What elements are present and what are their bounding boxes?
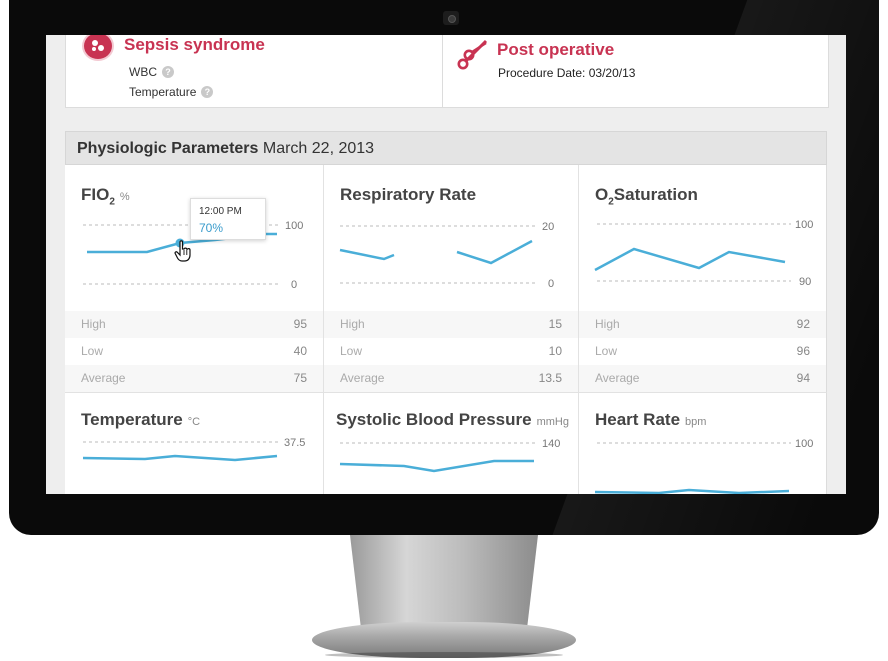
condition-title: Sepsis syndrome: [124, 35, 265, 54]
stat-average: Average 94: [579, 365, 826, 392]
procedure-title: Post operative: [497, 40, 615, 59]
panel-title: FIO2%: [81, 185, 130, 208]
condition-item-wbc: WBC?: [129, 65, 174, 79]
monitor-stand-shadow: [325, 652, 563, 658]
condition-item-label: Temperature: [129, 85, 197, 99]
stat-high: High 95: [65, 311, 323, 338]
tooltip-value: 70%: [199, 221, 224, 235]
monitor-stand-base: [312, 622, 576, 658]
camera-icon: [443, 11, 459, 25]
panel-title: O2Saturation: [595, 185, 698, 208]
panel-title: Heart Rate bpm: [595, 410, 707, 429]
panel-temperature[interactable]: Temperature °C 37.5: [65, 393, 324, 494]
tick-top: 100: [795, 438, 813, 450]
virus-icon: [84, 35, 112, 59]
stat-average: Average 75: [65, 365, 323, 392]
tick-top: 37.5: [284, 437, 305, 449]
section-header: Physiologic Parameters March 22, 2013: [65, 131, 827, 165]
o2-saturation-stats: High 92 Low 96 Average 94: [579, 311, 826, 392]
condition-item-temperature: Temperature?: [129, 85, 214, 99]
panel-unit: mmHg: [536, 416, 569, 428]
temperature-chart[interactable]: 37.5: [65, 431, 324, 491]
respiratory-rate-stats: High 15 Low 10 Average 13.5: [324, 311, 578, 392]
help-icon[interactable]: ?: [201, 86, 214, 98]
tick-bottom: 0: [548, 278, 554, 290]
patient-summary-card: Sepsis syndrome WBC? Temperature? Post o…: [65, 35, 829, 108]
respiratory-rate-chart[interactable]: 20 0: [324, 205, 579, 295]
tick-bottom: 0: [291, 279, 297, 291]
heart-rate-chart[interactable]: 100: [579, 431, 827, 494]
section-title: Physiologic Parameters: [77, 140, 259, 157]
o2-saturation-chart[interactable]: 100 90: [579, 205, 827, 295]
tick-top: 20: [542, 221, 554, 233]
stat-average: Average 13.5: [324, 365, 578, 392]
panel-title: Systolic Blood Pressure mmHg: [336, 410, 569, 429]
condition-item-label: WBC: [129, 65, 157, 79]
procedure-date: Procedure Date: 03/20/13: [498, 66, 636, 80]
panel-unit: °C: [187, 416, 201, 428]
scissors-icon: [457, 39, 488, 70]
tick-top: 100: [285, 220, 303, 232]
stat-low: Low 96: [595, 344, 810, 358]
panel-unit: %: [119, 191, 130, 203]
panel-respiratory-rate[interactable]: Respiratory Rate 20 0 High 15 Low 10 Avera…: [324, 165, 579, 393]
help-icon[interactable]: ?: [162, 66, 174, 78]
screen: Sepsis syndrome WBC? Temperature? Post o…: [46, 35, 846, 494]
stat-high: High 15: [324, 311, 578, 338]
tooltip-time: 12:00 PM: [199, 206, 242, 217]
tick-top: 140: [542, 438, 560, 450]
tick-top: 100: [795, 219, 813, 231]
panel-title: Temperature °C: [81, 410, 201, 429]
monitor-stand-neck: [350, 535, 538, 631]
fio2-stats: High 95 Low 40 Average 75: [65, 311, 323, 392]
tick-bottom: 90: [799, 276, 811, 288]
hand-cursor-icon: [174, 240, 191, 262]
section-date: March 22, 2013: [262, 140, 375, 157]
stat-low: Low 40: [81, 344, 307, 358]
stat-low: Low 10: [340, 344, 562, 358]
chart-tooltip: 12:00 PM 70%: [190, 198, 266, 240]
panel-unit: bpm: [685, 416, 707, 428]
panel-o2-saturation[interactable]: O2Saturation 100 90 High 92 Low 96 Average…: [579, 165, 827, 393]
card-divider: [442, 35, 443, 107]
panel-title: Respiratory Rate: [340, 185, 477, 204]
panel-systolic-blood-pressure[interactable]: Systolic Blood Pressure mmHg 140: [324, 393, 579, 494]
stat-high: High 92: [579, 311, 826, 338]
systolic-blood-pressure-chart[interactable]: 140: [324, 431, 579, 491]
panel-heart-rate[interactable]: Heart Rate bpm 100: [579, 393, 827, 494]
